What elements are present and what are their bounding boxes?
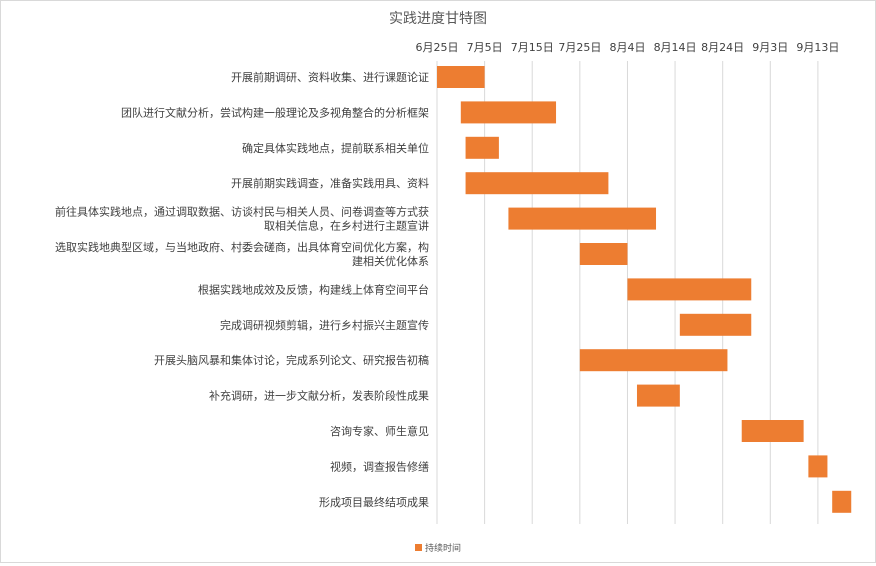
task-bar [579,349,728,372]
x-tick-label: 9月13日 [796,41,839,54]
task-bar [679,313,752,336]
legend-label: 持续时间 [425,542,461,554]
task-label: 确定具体实践地点，提前联系相关单位 [242,141,429,155]
task-bar [465,136,499,159]
task-label: 开展头脑风暴和集体讨论，完成系列论文、研究报告初稿 [154,353,429,367]
task-label: 开展前期实践调查，准备实践用具、资料 [231,176,429,190]
task-labels: 开展前期调研、资料收集、进行课题论证团队进行文献分析，尝试构建一般理论及多视角整… [55,70,429,509]
x-tick-label: 7月25日 [558,41,601,54]
task-label: 视频，调查报告修缮 [330,459,429,473]
x-tick-label: 6月25日 [416,41,459,54]
task-bar [579,243,628,265]
x-axis-tick-labels: 6月25日 7月5日 7月15日 7月25日 8月4日 8月14日 8月24日 9月3日 9月1… [416,41,840,54]
task-bar [437,66,485,88]
task-label: 咨询专家、师生意见 [330,424,429,438]
task-label: 完成调研视频剪辑，进行乡村振兴主题宣传 [220,318,429,332]
task-bar [741,420,804,442]
task-bar [636,384,680,407]
task-label: 形成项目最终结项成果 [319,495,429,509]
task-bar [460,101,557,124]
task-label: 团队进行文献分析，尝试构建一般理论及多视角整合的分析框架 [121,105,429,119]
x-tick-label: 8月24日 [701,41,744,54]
task-bar [508,207,657,230]
legend: 持续时间 [415,542,461,554]
x-tick-label: 8月14日 [654,41,697,54]
x-tick-label: 7月15日 [511,41,554,54]
task-label: 选取实践地典型区域，与当地政府、村委会磋商，出具体育空间优化方案，构建相关优化体… [55,240,429,268]
task-bar [832,490,852,513]
task-bar [808,455,828,478]
legend-swatch [415,544,422,551]
task-bar [627,278,752,301]
task-bar [465,172,609,195]
chart-title: 实践进度甘特图 [389,11,487,27]
task-label: 开展前期调研、资料收集、进行课题论证 [231,70,429,84]
task-label: 根据实践地成效及反馈，构建线上体育空间平台 [198,282,429,296]
x-tick-label: 8月4日 [609,41,645,54]
x-tick-label: 7月5日 [467,41,503,54]
task-bars [437,66,852,513]
x-tick-label: 9月3日 [752,41,788,54]
task-label: 前往具体实践地点，通过调取数据、访谈村民与相关人员、问卷调查等方式获取相关信息，… [55,205,429,233]
task-label: 补充调研，进一步文献分析，发表阶段性成果 [209,389,429,403]
